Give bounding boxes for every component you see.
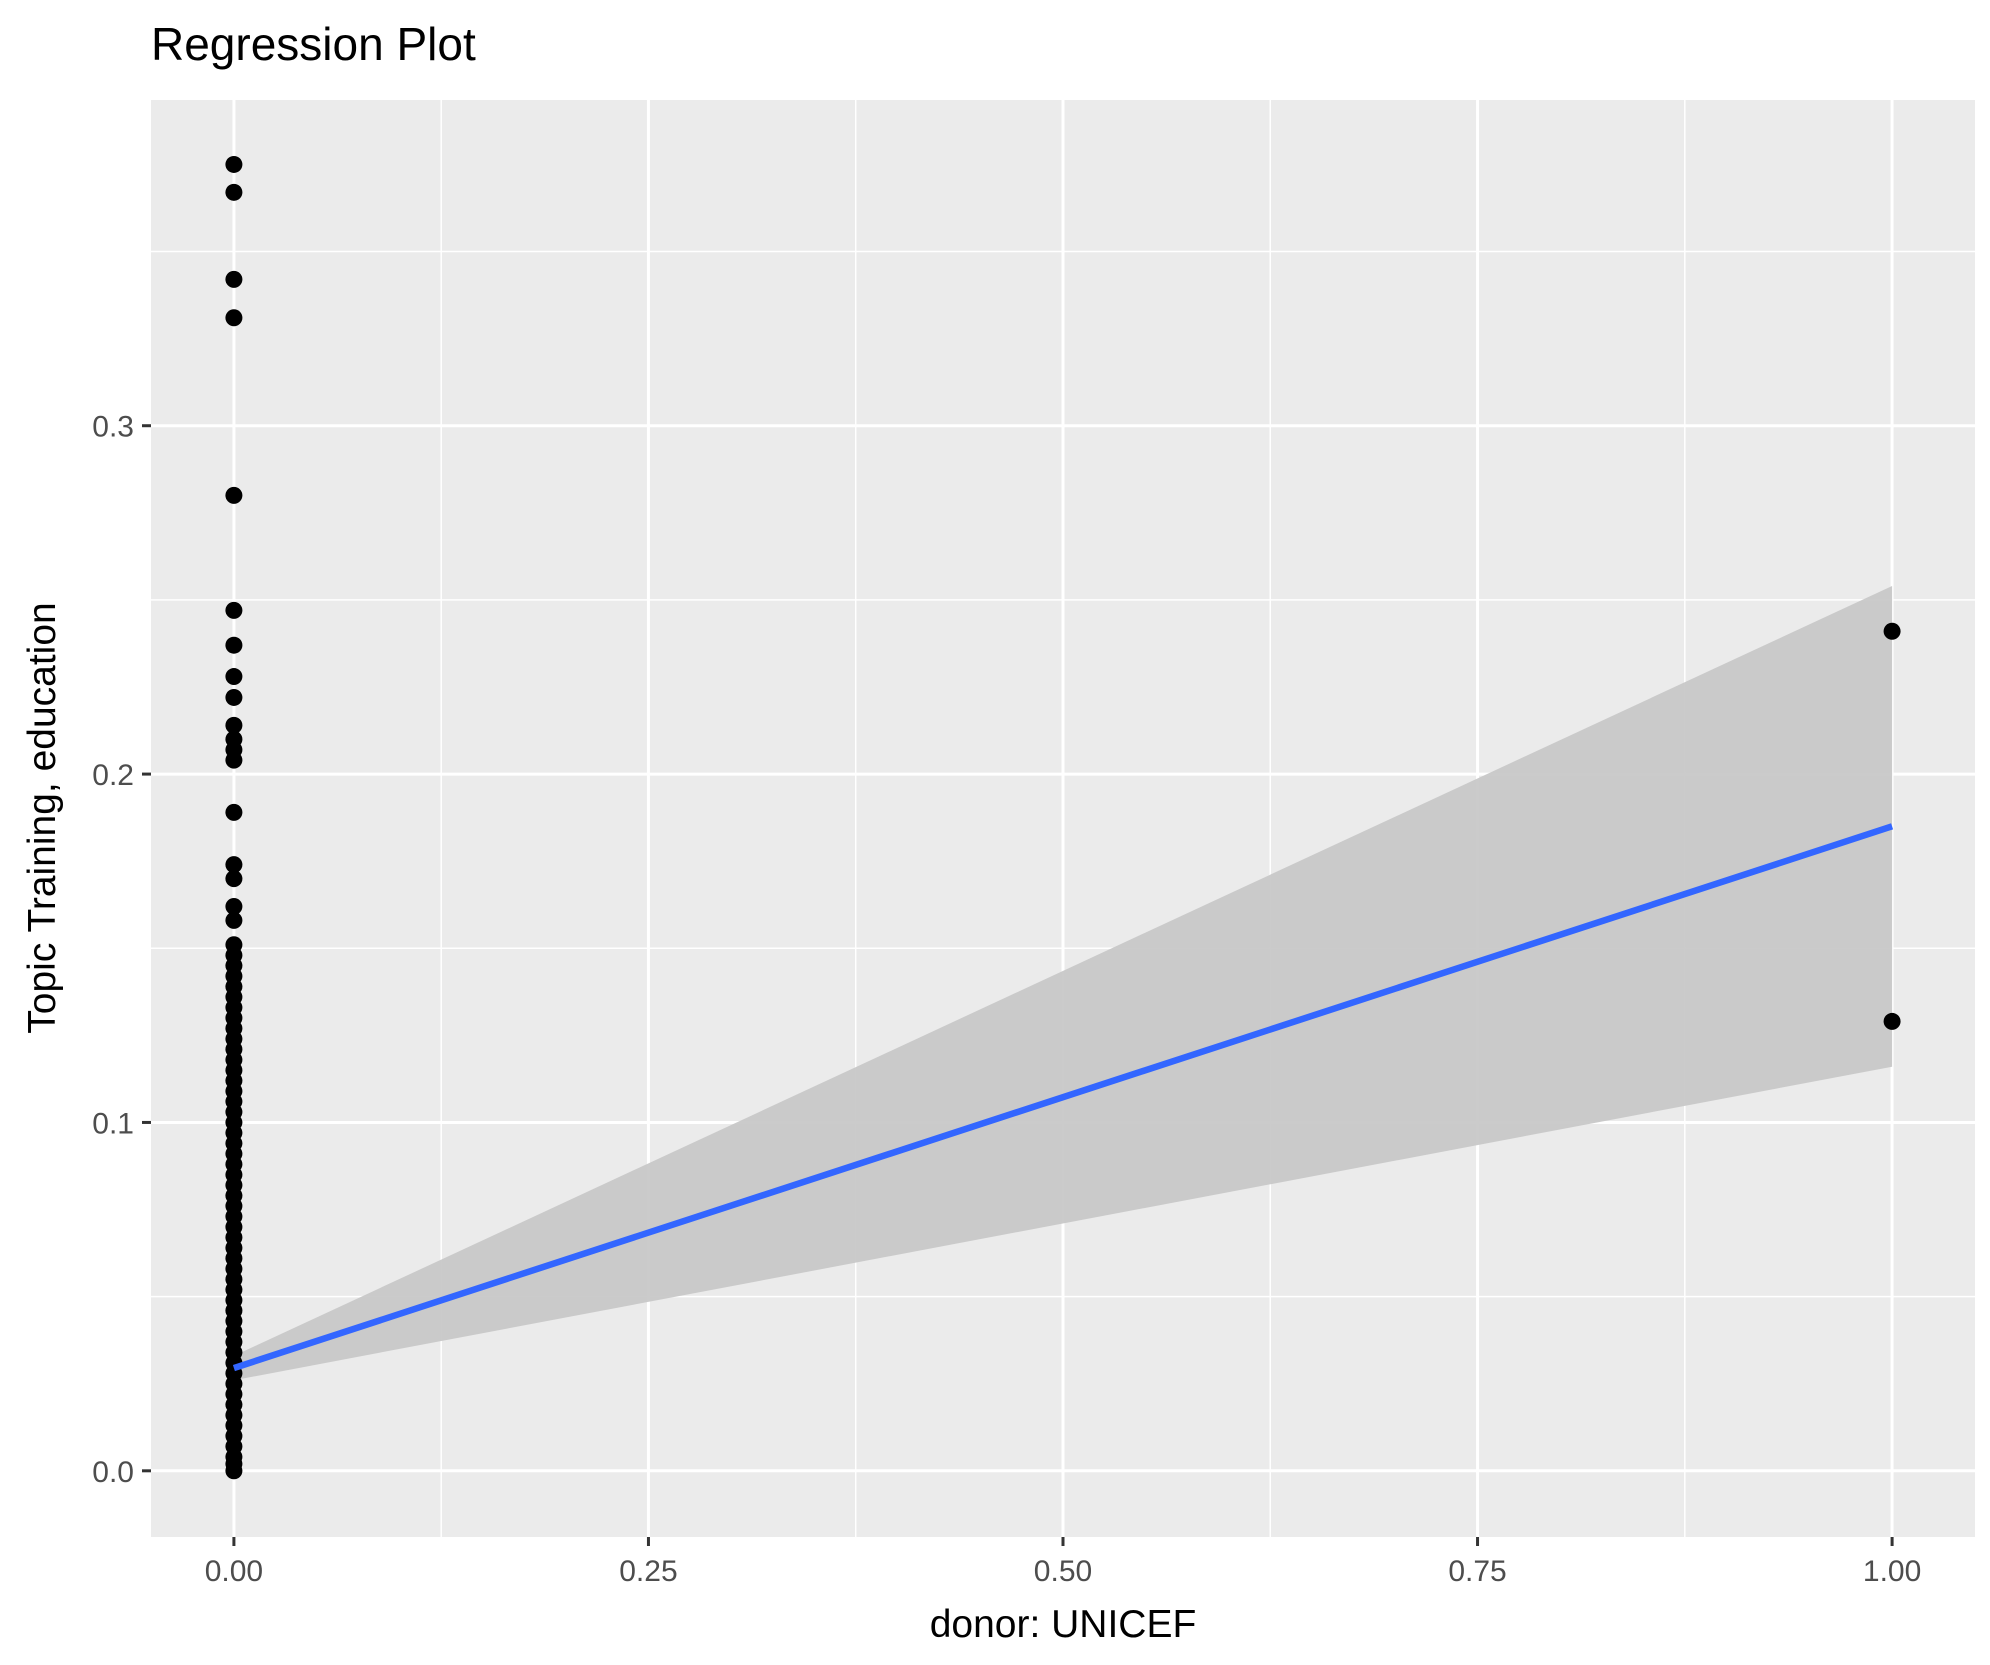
- data-point: [225, 155, 243, 173]
- data-point: [225, 486, 243, 504]
- confidence-band: [233, 585, 1893, 1381]
- fit-line-layer: [232, 823, 1894, 1372]
- data-point: [225, 668, 243, 686]
- y-axis-title: Topic Training, education: [21, 602, 64, 1033]
- x-tick-label: 0.25: [619, 1555, 677, 1588]
- y-tick-label: 0.0: [92, 1456, 134, 1489]
- data-point: [225, 636, 243, 654]
- x-tick-label: 0.50: [1034, 1555, 1092, 1588]
- data-point: [225, 856, 243, 874]
- data-point: [1883, 1012, 1901, 1030]
- x-axis-ticks: 0.00 0.25 0.50 0.75 1.00: [205, 1537, 1921, 1588]
- data-point: [225, 897, 243, 915]
- y-tick-label: 0.3: [92, 411, 134, 444]
- x-tick-label: 0.00: [205, 1555, 263, 1588]
- regression-line: [232, 823, 1894, 1372]
- data-point: [225, 309, 243, 327]
- data-point: [225, 270, 243, 288]
- x-tick-label: 1.00: [1863, 1555, 1921, 1588]
- data-point: [1883, 622, 1901, 640]
- data-point: [225, 751, 243, 769]
- data-point: [225, 716, 243, 734]
- x-tick-label: 0.75: [1448, 1555, 1506, 1588]
- data-point: [225, 803, 243, 821]
- confidence-band-layer: [233, 585, 1893, 1381]
- data-point: [225, 870, 243, 888]
- data-point: [225, 688, 243, 706]
- x-axis-title: donor: UNICEF: [930, 1603, 1197, 1646]
- y-axis-ticks: 0.0 0.1 0.2 0.3: [92, 411, 151, 1489]
- y-tick-label: 0.2: [92, 759, 134, 792]
- y-tick-label: 0.1: [92, 1107, 134, 1140]
- data-point: [225, 183, 243, 201]
- chart-title: Regression Plot: [151, 18, 476, 70]
- data-point: [225, 1462, 243, 1480]
- data-point: [225, 911, 243, 929]
- data-point: [225, 601, 243, 619]
